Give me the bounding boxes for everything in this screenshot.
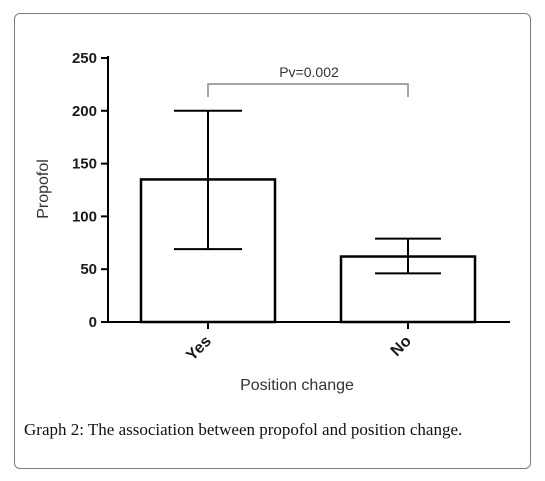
x-tick-label-yes: Yes	[183, 333, 215, 365]
y-tick-label: 100	[72, 208, 97, 225]
error-bars	[174, 109, 441, 275]
x-ticks: Yes No	[183, 322, 415, 364]
x-axis-label: Position change	[240, 377, 354, 394]
y-tick-label: 150	[72, 156, 97, 173]
y-axis-label: Propofol	[35, 159, 52, 219]
bracket-line	[207, 83, 409, 97]
y-tick-label: 0	[89, 314, 97, 331]
y-tick-label: 250	[72, 50, 97, 67]
figure-caption: Graph 2: The association between propofo…	[24, 420, 463, 439]
x-tick-label-no: No	[388, 333, 415, 360]
y-tick-label: 50	[80, 261, 97, 278]
significance-bracket	[207, 83, 409, 97]
bars	[139, 178, 477, 324]
y-ticks: 0 50 100 150 200 250	[72, 50, 108, 331]
y-tick-label: 200	[72, 103, 97, 120]
p-value-annotation: Pv=0.002	[279, 64, 339, 80]
